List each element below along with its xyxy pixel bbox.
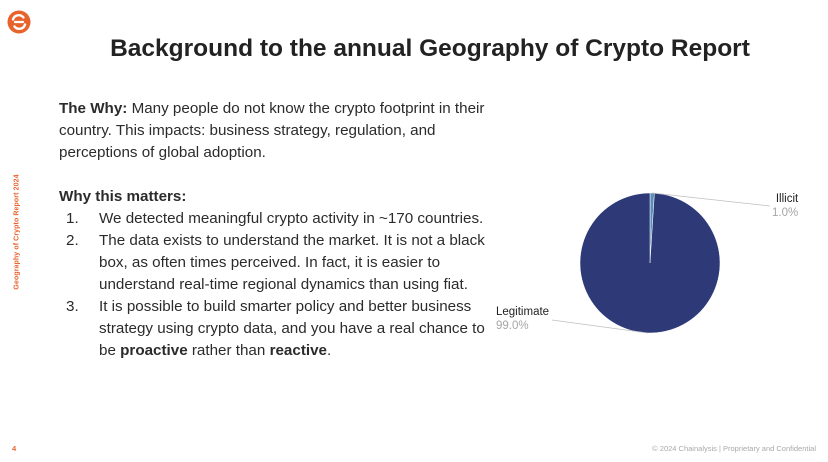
list-item-text: We detected meaningful crypto activity i…	[99, 210, 484, 227]
page-number: 4	[12, 444, 17, 453]
list-item-bold-proactive: proactive	[120, 342, 188, 359]
pie-leader-line-legitimate	[551, 319, 648, 334]
pie-label-illicit: Illicit 1.0%	[772, 192, 798, 220]
pie-slice-legitimate	[579, 192, 721, 334]
list-item-number: 3.	[66, 298, 79, 315]
list-item: 3. It is possible to build smarter polic…	[59, 296, 499, 362]
report-side-label: Geography of Crypto Report 2024	[13, 174, 21, 290]
why-this-matters-heading: Why this matters:	[59, 188, 187, 205]
footer-text: © 2024 Chainalysis | Proprietary and Con…	[652, 444, 816, 453]
list-item-number: 1.	[66, 210, 79, 227]
pie-leader-line-illicit	[652, 192, 771, 207]
list-item: 1. We detected meaningful crypto activit…	[59, 208, 499, 230]
slide-body: The Why: Many people do not know the cry…	[59, 98, 499, 362]
pie-label-name: Legitimate	[496, 306, 550, 318]
pie-label-name: Illicit	[775, 193, 799, 205]
pie-label-percent: 1.0%	[772, 207, 799, 219]
list-item-bold-reactive: reactive	[269, 342, 327, 359]
why-label: The Why:	[59, 100, 128, 117]
reasons-list: 1. We detected meaningful crypto activit…	[59, 208, 499, 362]
why-paragraph: The Why: Many people do not know the cry…	[59, 98, 499, 164]
why-text: Many people do not know the crypto footp…	[59, 100, 485, 161]
slide-title: Background to the annual Geography of Cr…	[110, 35, 750, 62]
list-item-text-mid: rather than	[187, 342, 270, 359]
chainalysis-logo-icon	[7, 10, 31, 34]
list-item-text-after: .	[326, 342, 332, 359]
list-item: 2. The data exists to understand the mar…	[59, 230, 499, 296]
pie-label-percent: 99.0%	[496, 320, 529, 332]
pie-chart: Illicit 1.0% Legitimate 99.0%	[490, 180, 828, 420]
pie-chart-svg	[551, 192, 771, 334]
pie-label-legitimate: Legitimate 99.0%	[496, 305, 549, 333]
list-item-text: The data exists to understand the market…	[99, 232, 485, 293]
list-item-text-before: It is possible to build smarter policy a…	[99, 298, 485, 359]
list-item-number: 2.	[66, 232, 79, 249]
